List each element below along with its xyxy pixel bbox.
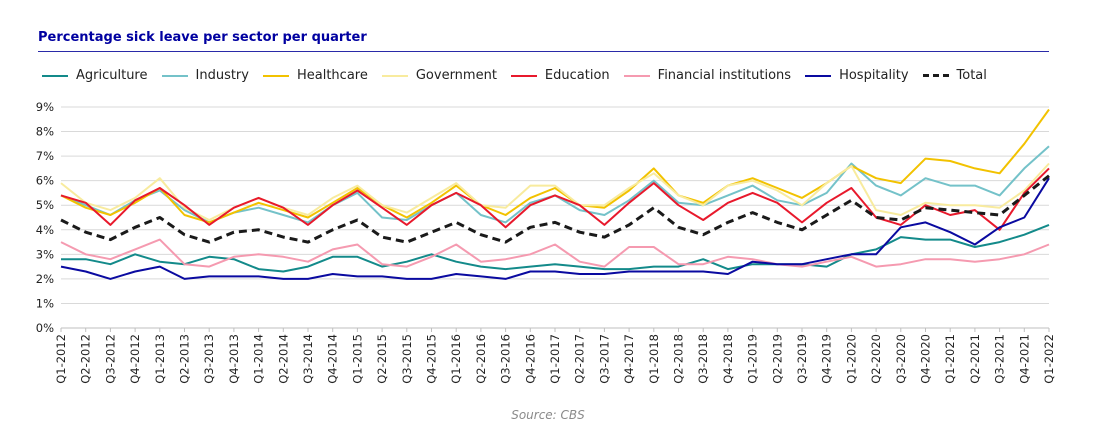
x-tick-label: Q3-2017 [597,334,611,384]
legend-label: Total [956,68,987,83]
y-tick-label: 2% [36,272,54,286]
x-tick-label: Q3-2012 [103,334,117,384]
x-tick-label: Q1-2018 [647,334,661,384]
y-tick-label: 4% [36,223,54,237]
series-line-industry [60,145,1050,224]
x-tick-label: Q3-2020 [894,334,908,384]
x-tick-label: Q2-2015 [375,334,389,384]
series-line-government [60,162,1050,221]
x-tick-label: Q1-2012 [54,334,68,384]
x-tick-label: Q1-2016 [449,334,463,384]
legend-swatch [805,74,832,77]
x-tick-label: Q1-2015 [350,334,364,384]
x-tick-label: Q2-2021 [968,334,982,384]
legend-label: Government [415,68,497,83]
legend-item: Healthcare [262,68,368,83]
legend: Agriculture Industry Healthcare Government E… [42,68,1001,83]
series-line-education [60,167,1050,231]
x-tick-label: Q2-2018 [672,334,686,384]
legend-swatch [381,74,408,77]
x-tick-label: Q4-2021 [1017,334,1031,384]
x-tick-label: Q4-2018 [721,334,735,384]
x-tick-label: Q3-2021 [993,334,1007,384]
y-tick-label: 6% [36,174,54,188]
legend-item: Total [922,68,987,83]
x-tick-label: Q1-2017 [548,334,562,384]
y-tick-label: 0% [36,321,54,335]
legend-swatch [623,74,650,77]
legend-label: Education [544,68,610,83]
x-tick-label: Q4-2015 [425,334,439,384]
x-tick-label: Q1-2013 [153,334,167,384]
legend-item: Education [510,68,610,83]
y-tick-label: 8% [36,125,54,139]
x-tick-label: Q4-2017 [622,334,636,384]
legend-label: Agriculture [76,68,148,83]
x-tick-label: Q3-2015 [400,334,414,384]
y-tick-label: 7% [36,149,54,163]
series-line-total [60,174,1050,244]
legend-item: Hospitality [805,68,909,83]
series-line-financial-institutions [60,238,1050,268]
source-note: Source: CBS [511,408,585,422]
series-line-healthcare [60,108,1050,224]
chart-title: Percentage sick leave per sector per qua… [38,30,367,45]
x-tick-label: Q2-2013 [178,334,192,384]
x-tick-label: Q4-2019 [820,334,834,384]
x-tick-label: Q2-2014 [276,334,290,384]
x-tick-label: Q2-2019 [770,334,784,384]
legend-label: Industry [195,68,249,83]
x-tick-label: Q1-2014 [252,334,266,384]
series-lines [60,108,1050,280]
x-tick-label: Q1-2022 [1042,334,1056,384]
y-tick-label: 5% [36,198,54,212]
x-tick-label: Q2-2017 [573,334,587,384]
legend-item: Government [381,68,497,83]
x-tick-label: Q1-2019 [746,334,760,384]
x-tick-label: Q3-2019 [795,334,809,384]
x-tick-label: Q4-2012 [128,334,142,384]
x-tick-label: Q4-2016 [523,334,537,384]
legend-swatch [42,74,68,77]
y-tick-label: 9% [36,100,54,114]
y-axis: 0% 1% 2% 3% 4% 5% 6% 7% 8% 9% [36,100,54,335]
x-tick-label: Q1-2021 [943,334,957,384]
y-tick-label: 1% [36,296,54,310]
x-tick-label: Q4-2020 [919,334,933,384]
legend-swatch [161,74,188,77]
legend-label: Healthcare [296,68,368,83]
gridlines [61,106,1049,329]
x-tick-label: Q2-2016 [474,334,488,384]
legend-item: Agriculture [42,68,148,83]
legend-swatch [510,74,537,77]
legend-label: Hospitality [839,68,909,83]
legend-swatch [262,74,289,77]
x-tick-label: Q3-2013 [202,334,216,384]
legend-label: Financial institutions [657,68,792,83]
x-tick-label: Q3-2014 [301,334,315,384]
x-tick-label: Q3-2016 [499,334,513,384]
x-tick-label: Q4-2013 [227,334,241,384]
series-line-hospitality [60,177,1050,280]
legend-item: Financial institutions [623,68,792,83]
x-tick-label: Q2-2020 [869,334,883,384]
x-tick-label: Q4-2014 [326,334,340,384]
legend-swatch [922,74,949,77]
x-tick-label: Q3-2018 [696,334,710,384]
y-tick-label: 3% [36,247,54,261]
x-axis: Q1-2012 Q2-2012 Q3-2012 Q4-2012 Q1-2013 Q2-20… [54,328,1056,384]
x-tick-label: Q1-2020 [844,334,858,384]
x-tick-label: Q2-2012 [79,334,93,384]
legend-item: Industry [161,68,249,83]
title-divider [38,51,1049,52]
